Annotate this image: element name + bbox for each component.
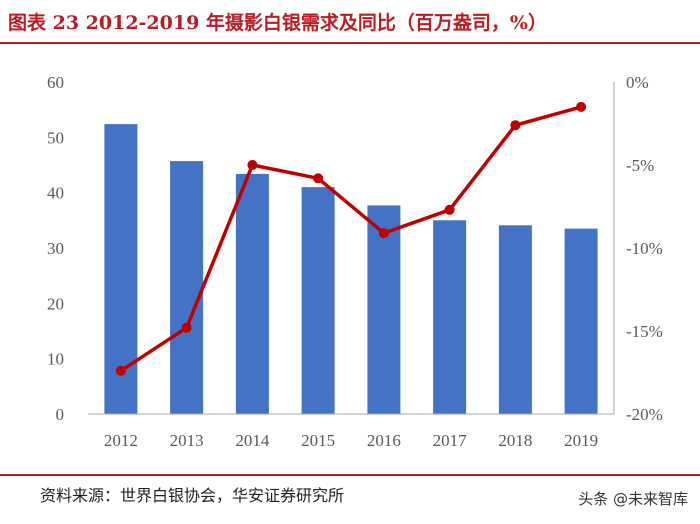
- watermark: 头条 @未来智库: [574, 488, 692, 509]
- bar-2012: [104, 124, 138, 414]
- combo-chart: 0 10 20 30 40 50 60 0% -5% -10% -15% -20% 2012 2013…: [47, 73, 663, 450]
- point-2012: [115, 365, 126, 376]
- x-tick-label: 2014: [235, 431, 270, 450]
- bar-2016: [367, 205, 401, 414]
- bar-2019: [564, 228, 598, 414]
- title-divider: [0, 42, 700, 44]
- x-axis: [88, 82, 615, 415]
- left-tick-label: 10: [47, 350, 64, 369]
- line-series: [115, 101, 587, 376]
- point-2017: [444, 204, 455, 215]
- bar-series: [104, 124, 598, 414]
- right-axis-ticks: 0% -5% -10% -15% -20%: [626, 73, 663, 424]
- bar-2017: [433, 220, 467, 414]
- left-axis-ticks: 0 10 20 30 40 50 60: [47, 73, 64, 424]
- right-tick-label: -5%: [626, 156, 654, 175]
- left-tick-label: 30: [47, 239, 64, 258]
- footer-divider: [0, 474, 700, 476]
- point-2014: [247, 160, 258, 170]
- left-tick-label: 50: [47, 128, 64, 147]
- right-tick-label: 0%: [626, 73, 649, 92]
- chart-title: 图表 23 2012-2019 年摄影白银需求及同比（百万盎司，%）: [8, 12, 547, 34]
- x-tick-label: 2017: [433, 431, 468, 450]
- bar-2018: [498, 225, 532, 414]
- point-2013: [181, 322, 192, 333]
- x-tick-label: 2016: [367, 431, 401, 450]
- x-tick-label: 2015: [301, 431, 335, 450]
- x-tick-label: 2012: [104, 431, 138, 450]
- x-tick-label: 2018: [498, 431, 532, 450]
- bar-2013: [170, 161, 204, 414]
- left-tick-label: 0: [56, 405, 65, 424]
- left-tick-label: 20: [47, 294, 64, 313]
- point-2015: [313, 173, 324, 184]
- bar-2014: [235, 173, 269, 414]
- right-tick-label: -10%: [626, 239, 663, 258]
- right-tick-label: -20%: [626, 405, 663, 424]
- point-2019: [576, 101, 587, 112]
- bar-2015: [301, 187, 335, 414]
- x-tick-label: 2019: [564, 431, 598, 450]
- left-tick-label: 40: [47, 184, 64, 203]
- point-2018: [510, 120, 521, 131]
- yoy-line: [119, 105, 582, 373]
- point-2016: [378, 228, 389, 239]
- x-tick-label: 2013: [170, 431, 204, 450]
- source-note: 资料来源：世界白银协会，华安证券研究所: [40, 486, 345, 505]
- right-tick-label: -15%: [626, 322, 663, 341]
- left-tick-label: 60: [47, 73, 64, 92]
- x-axis-ticks: 2012 2013 2014 2015 2016 2017 2018 2019: [104, 431, 598, 450]
